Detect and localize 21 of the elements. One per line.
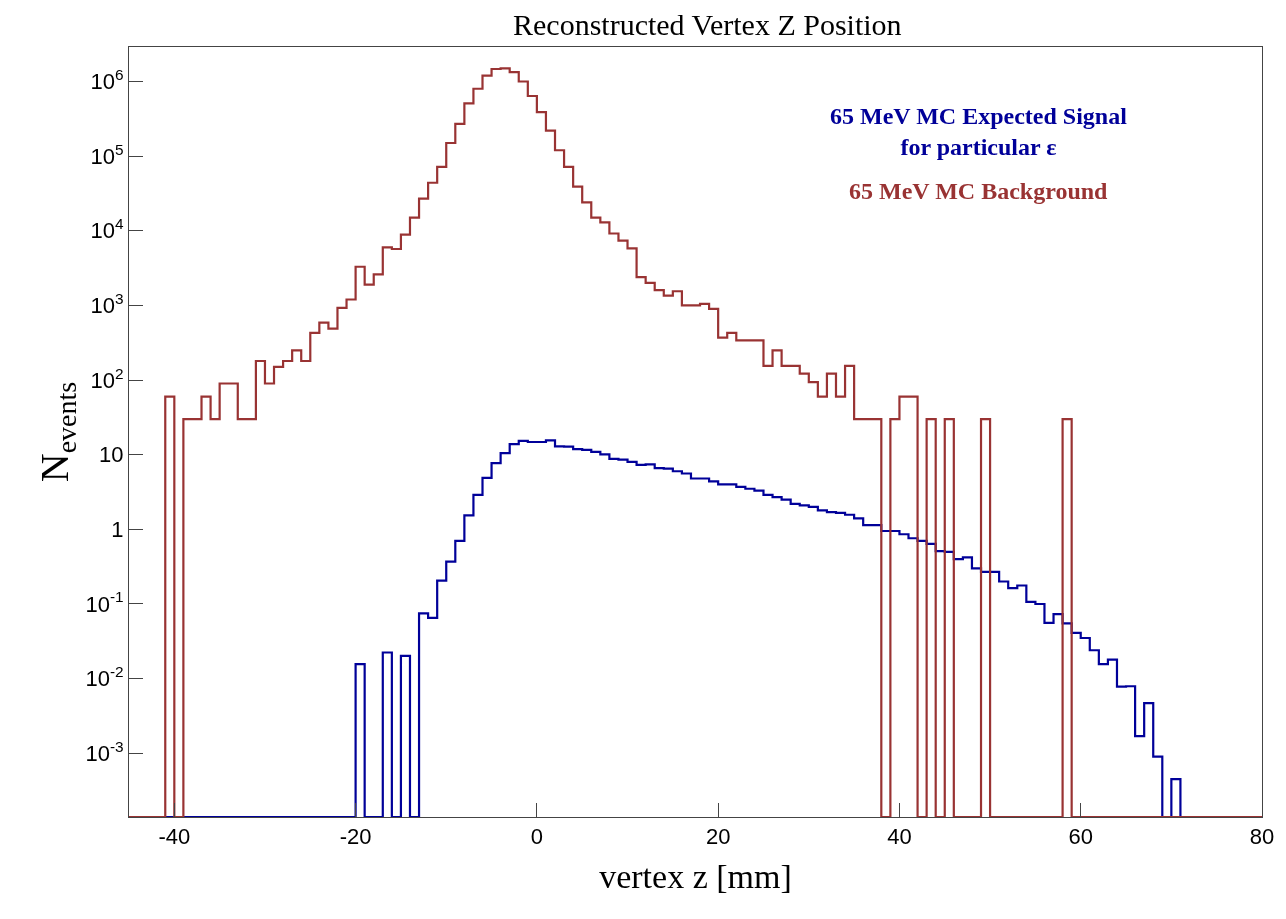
x-tick-label: -40 xyxy=(158,824,191,850)
y-tick-label: 10 xyxy=(99,442,124,468)
x-tick-label: 20 xyxy=(705,824,731,850)
y-tick-label: 10$^{4}$ xyxy=(90,215,125,244)
y-tick-label: 10$^{-1}$ xyxy=(85,588,124,617)
y-tick-label: 1 xyxy=(111,517,124,543)
text: 65 MeV MC Expected Signal for particular ε xyxy=(830,103,1128,161)
x-tick-label: 60 xyxy=(1068,824,1093,850)
chart-title: Reconstructed Vertex Z Position xyxy=(513,7,902,41)
x-axis-title: vertex z [mm] xyxy=(599,857,792,895)
x-tick-label: 0 xyxy=(530,824,544,850)
x-tick-label: -20 xyxy=(339,824,372,850)
y-tick-label: 10$^{-3}$ xyxy=(85,737,124,766)
x-tick-label: 40 xyxy=(887,824,912,850)
text: 65 MeV MC Background xyxy=(849,178,1109,204)
y-tick-label: 10$^{6}$ xyxy=(90,65,124,95)
y-tick-label: 10$^{-2}$ xyxy=(85,663,124,692)
y-tick-label: 10$^{5}$ xyxy=(90,140,124,169)
y-tick-label: 10$^{2}$ xyxy=(90,364,124,393)
x-tick-label: 80 xyxy=(1249,824,1275,850)
y-tick-label: 10$^{3}$ xyxy=(90,289,124,319)
